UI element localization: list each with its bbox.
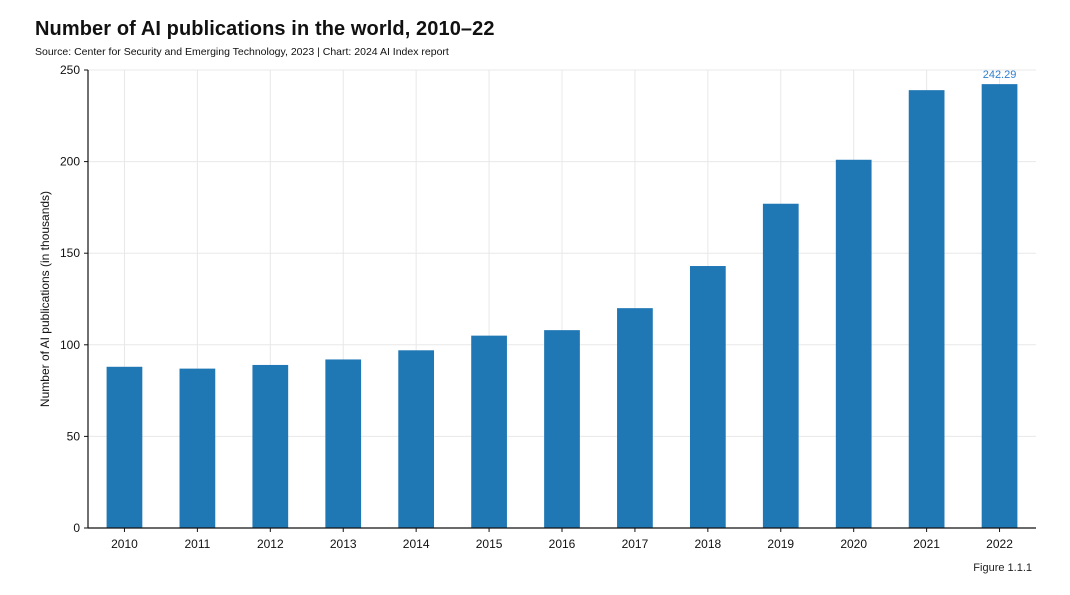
- bars: [106, 84, 1018, 528]
- y-axis-title: Number of AI publications (in thousands): [38, 191, 52, 407]
- x-tick-label: 2017: [622, 537, 649, 551]
- bar-2014: [398, 350, 435, 528]
- bar-2012: [252, 364, 289, 528]
- chart-source: Source: Center for Security and Emerging…: [35, 46, 449, 58]
- data-labels: 242.29: [983, 69, 1017, 81]
- x-tick-label: 2013: [330, 537, 357, 551]
- x-tick-label: 2021: [913, 537, 940, 551]
- y-tick-label: 250: [60, 63, 80, 77]
- bar-2011: [179, 368, 216, 528]
- x-tick-label: 2014: [403, 537, 430, 551]
- data-label-2022: 242.29: [983, 69, 1017, 81]
- x-tick-label: 2022: [986, 537, 1013, 551]
- y-tick-label: 50: [67, 429, 81, 443]
- y-ticks: 0 50 100 150 200 250: [60, 63, 88, 535]
- x-tick-label: 2020: [840, 537, 867, 551]
- y-tick-label: 0: [73, 521, 80, 535]
- y-tick-label: 100: [60, 338, 80, 352]
- bar-2019: [762, 203, 799, 528]
- bar-2022: [981, 84, 1018, 528]
- x-tick-label: 2019: [767, 537, 794, 551]
- x-tick-label: 2012: [257, 537, 284, 551]
- bar-2010: [106, 366, 143, 528]
- x-tick-label: 2018: [694, 537, 721, 551]
- bar-2020: [835, 159, 872, 528]
- x-ticks: 2010 2011 2012 2013 2014 2015 2016 2017 2018 2019…: [111, 528, 1013, 551]
- figure-label: Figure 1.1.1: [973, 562, 1032, 574]
- x-tick-label: 2016: [549, 537, 576, 551]
- bar-2018: [689, 266, 726, 528]
- chart-title: Number of AI publications in the world, …: [35, 18, 495, 40]
- bar-2016: [544, 330, 580, 528]
- x-tick-label: 2010: [111, 537, 138, 551]
- x-tick-label: 2015: [476, 537, 503, 551]
- bar-2013: [325, 359, 362, 528]
- y-tick-label: 200: [60, 155, 80, 169]
- bar-2021: [908, 90, 945, 528]
- bar-2015: [471, 335, 507, 528]
- bar-2017: [617, 308, 653, 528]
- x-tick-label: 2011: [184, 537, 210, 551]
- y-tick-label: 150: [60, 246, 80, 260]
